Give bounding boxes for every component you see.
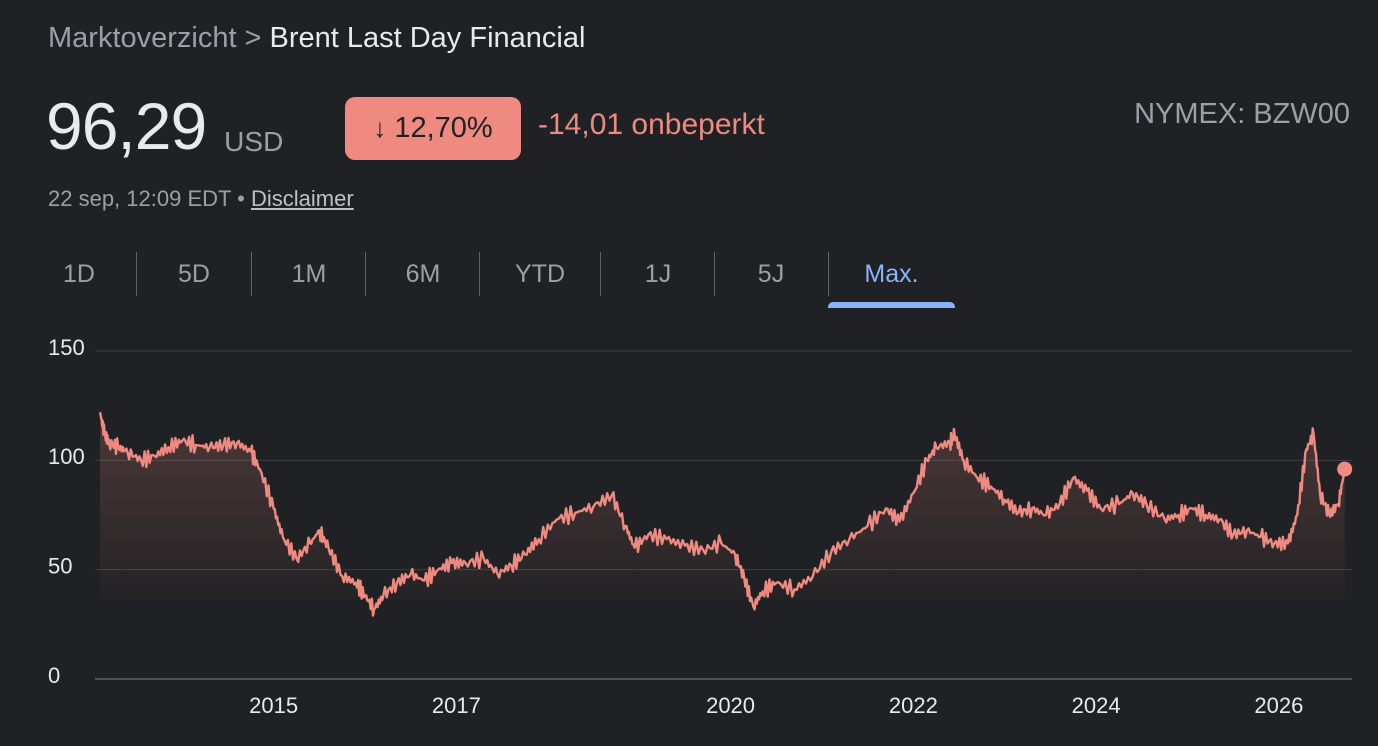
tab-divider bbox=[136, 252, 137, 296]
current-price: 96,29 bbox=[46, 89, 207, 163]
price-area-fill bbox=[100, 412, 1345, 616]
breadcrumb: Marktoverzicht > Brent Last Day Financial bbox=[48, 22, 585, 55]
tab-label: 1J bbox=[644, 259, 672, 288]
breadcrumb-parent-link[interactable]: Marktoverzicht bbox=[48, 22, 237, 54]
tab-label: 5J bbox=[757, 259, 785, 288]
tab-5j[interactable]: 5J bbox=[715, 248, 827, 300]
x-tick-label: 2026 bbox=[1254, 693, 1303, 718]
disclaimer-link[interactable]: Disclaimer bbox=[251, 186, 354, 211]
tab-label: Max. bbox=[864, 259, 919, 288]
y-tick-label: 50 bbox=[48, 553, 72, 578]
tab-divider bbox=[251, 252, 252, 296]
tab-divider bbox=[828, 252, 829, 296]
tab-5d[interactable]: 5D bbox=[137, 248, 251, 300]
tab-1m[interactable]: 1M bbox=[252, 248, 366, 300]
tab-max[interactable]: Max. bbox=[828, 248, 955, 308]
breadcrumb-separator: > bbox=[244, 22, 262, 54]
change-absolute: -14,01 onbeperkt bbox=[538, 108, 765, 141]
timestamp: 22 sep, 12:09 EDT bbox=[48, 186, 232, 211]
tab-label: 1D bbox=[63, 259, 95, 288]
price-chart: 150 100 50 0 2015 2017 2020 2022 2024 2026 bbox=[48, 335, 1353, 718]
x-tick-label: 2020 bbox=[706, 693, 755, 718]
y-tick-label: 0 bbox=[48, 663, 60, 688]
x-tick-label: 2022 bbox=[889, 693, 938, 718]
x-tick-label: 2024 bbox=[1072, 693, 1121, 718]
ticker-symbol: NYMEX: BZW00 bbox=[1134, 98, 1350, 130]
price-line bbox=[98, 411, 1346, 617]
page-title: Brent Last Day Financial bbox=[269, 22, 586, 54]
tab-ytd[interactable]: YTD bbox=[480, 248, 600, 300]
x-tick-label: 2017 bbox=[432, 693, 481, 718]
price-row: 96,29 USD bbox=[46, 88, 283, 164]
tab-divider bbox=[714, 252, 715, 296]
y-tick-label: 100 bbox=[48, 444, 85, 469]
tab-1j[interactable]: 1J bbox=[601, 248, 715, 300]
tab-6m[interactable]: 6M bbox=[366, 248, 480, 300]
quote-meta: 22 sep, 12:09 EDT • Disclaimer bbox=[48, 186, 354, 212]
y-tick-label: 150 bbox=[48, 335, 85, 360]
tab-label: 5D bbox=[178, 259, 210, 288]
current-price-marker[interactable] bbox=[1337, 461, 1353, 477]
tab-1d[interactable]: 1D bbox=[22, 248, 136, 300]
change-percent-badge: ↓ 12,70% bbox=[345, 97, 521, 160]
tab-divider bbox=[365, 252, 366, 296]
arrow-down-icon: ↓ bbox=[373, 113, 387, 143]
tab-label: 6M bbox=[405, 259, 441, 288]
tab-label: 1M bbox=[291, 259, 327, 288]
meta-separator: • bbox=[237, 186, 245, 211]
x-tick-label: 2015 bbox=[249, 693, 298, 718]
change-percent: 12,70% bbox=[394, 112, 493, 144]
currency-label: USD bbox=[224, 126, 284, 157]
tab-label: YTD bbox=[515, 259, 565, 288]
tab-divider bbox=[600, 252, 601, 296]
tab-divider bbox=[479, 252, 480, 296]
